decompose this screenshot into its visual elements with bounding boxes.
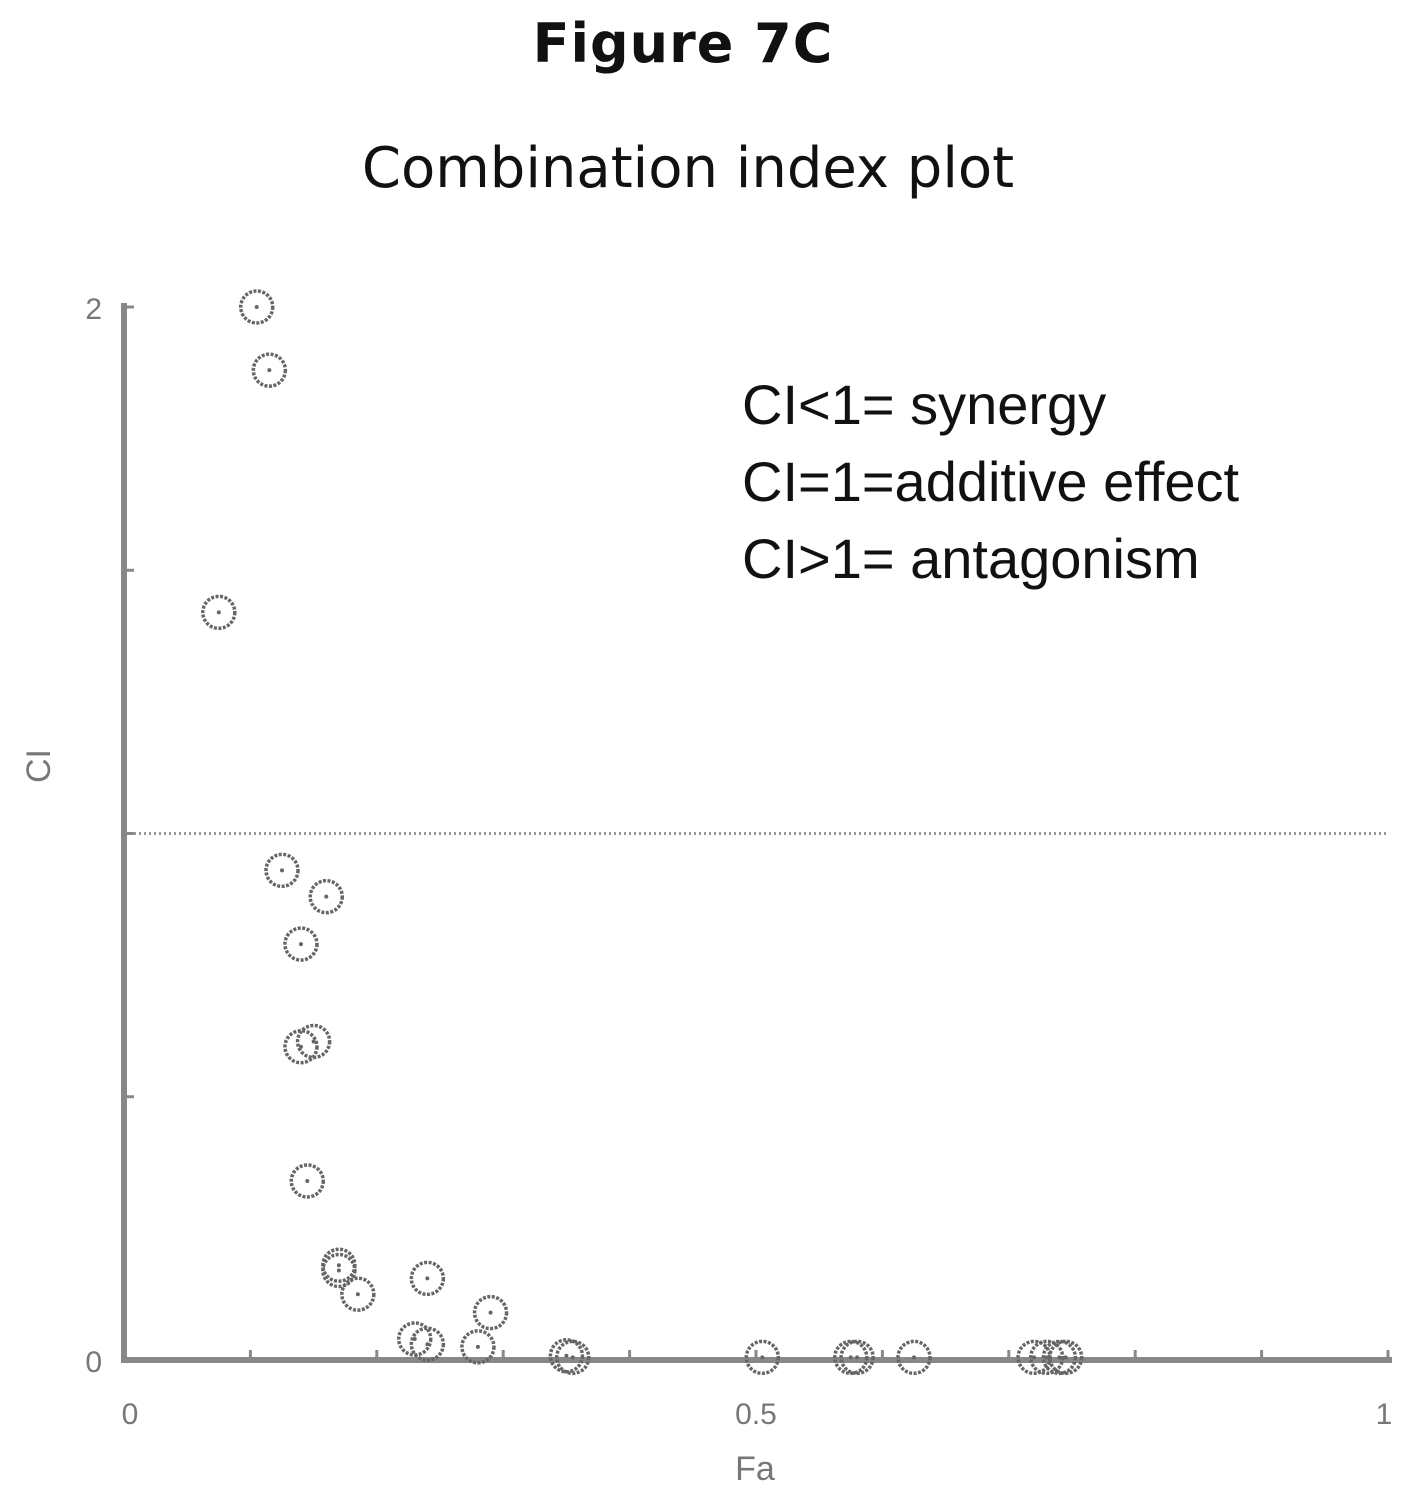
data-point (1028, 1339, 1065, 1376)
y-ticks (124, 305, 134, 1099)
y-axis-label: CI (20, 749, 58, 783)
x-tick-labels: 0 0.5 1 (122, 1398, 1393, 1431)
data-point (308, 878, 344, 915)
y-tick-labels: 02 (85, 293, 102, 1379)
data-point (409, 1326, 446, 1362)
data-point (896, 1339, 932, 1376)
data-point (340, 1276, 376, 1312)
data-point (238, 289, 275, 325)
chart-title: Combination index plot (361, 136, 1015, 201)
data-point (554, 1339, 591, 1376)
legend-line-antagonism: CI>1= antagonism (742, 527, 1200, 590)
data-point (201, 594, 237, 631)
x-ticks (248, 1350, 1390, 1360)
data-point (295, 1023, 332, 1060)
y-tick-label: 0 (85, 1346, 102, 1379)
legend-line-synergy: CI<1= synergy (742, 373, 1107, 436)
x-axis-label: Fa (735, 1450, 775, 1488)
data-point (744, 1339, 781, 1376)
legend-line-additive: CI=1=additive effect (742, 450, 1240, 513)
data-point (289, 1163, 326, 1199)
y-tick-label: 2 (85, 293, 102, 326)
x-tick-label: 0.5 (735, 1398, 777, 1431)
data-point (283, 1028, 319, 1065)
figure-title: Figure 7C (532, 12, 834, 75)
data-point (264, 852, 300, 889)
data-point (283, 926, 319, 962)
data-point (460, 1329, 496, 1365)
data-point (472, 1294, 509, 1331)
x-tick-label: 1 (1376, 1398, 1393, 1431)
x-tick-label: 0 (122, 1398, 139, 1431)
data-point (409, 1260, 446, 1297)
legend-annotation: CI<1= synergy CI=1=additive effect CI>1=… (742, 366, 1239, 597)
data-point (321, 1252, 357, 1289)
data-point (1047, 1339, 1084, 1376)
data-point (839, 1339, 875, 1376)
data-point (251, 352, 288, 388)
data-points (201, 289, 1084, 1376)
